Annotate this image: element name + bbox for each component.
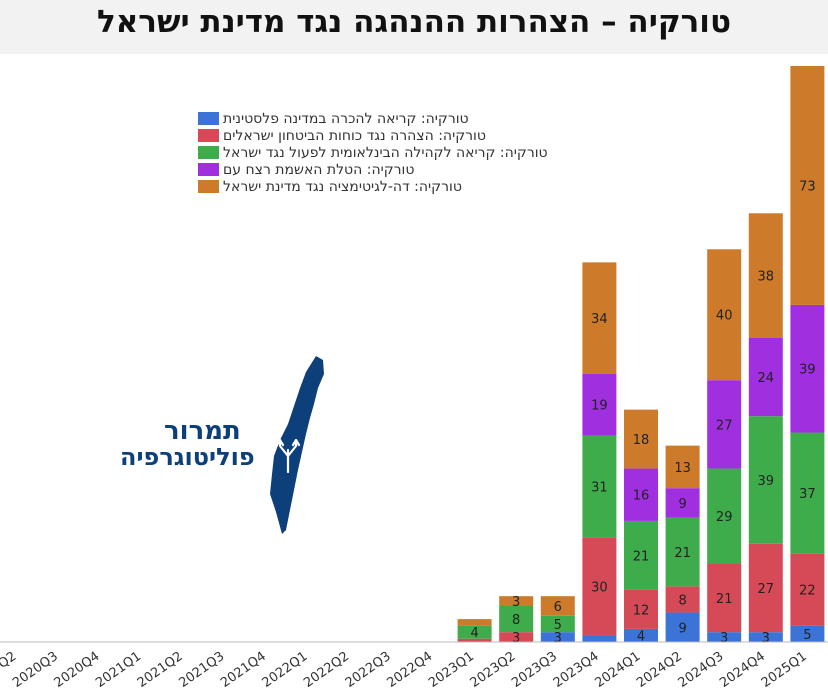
bar-segment bbox=[707, 380, 742, 469]
logo-text-line2: פוליטוגרפיה bbox=[120, 443, 255, 471]
bar-segment bbox=[665, 445, 700, 489]
bar-data-label: 12 bbox=[633, 603, 650, 618]
bar-data-label: 16 bbox=[633, 489, 650, 504]
bar-data-label: 37 bbox=[799, 487, 816, 502]
bar-segment bbox=[457, 638, 492, 642]
bar-segment bbox=[582, 435, 617, 538]
bar-segment bbox=[790, 625, 825, 642]
legend-swatch bbox=[198, 163, 219, 176]
logo-text-line1: תמרור bbox=[164, 416, 241, 446]
bar-segment bbox=[748, 632, 783, 642]
legend-item: טורקיה: קריאה להכרה במדינה פלסטינית bbox=[198, 110, 548, 127]
bar-segment bbox=[540, 615, 575, 633]
bar-segment bbox=[790, 66, 825, 305]
legend-label: טורקיה: הצהרה נגד כוחות הביטחון ישראלים bbox=[223, 127, 486, 144]
legend-swatch bbox=[198, 112, 219, 125]
chart-title: טורקיה – הצהרות ההנהגה נגד מדינת ישראל bbox=[96, 4, 732, 40]
legend-label: טורקיה: דה-לגיטימציה נגד מדינת ישראל bbox=[223, 178, 462, 195]
bar-data-label: 30 bbox=[591, 580, 608, 595]
bar-segment bbox=[540, 596, 575, 616]
bar-segment bbox=[790, 432, 825, 554]
bar-segment bbox=[790, 553, 825, 626]
legend-label: טורקיה: קריאה לקהילה הבינלאומית לפעול נג… bbox=[223, 144, 548, 161]
bar-segment bbox=[748, 543, 783, 633]
bar-segment bbox=[582, 262, 617, 374]
bar-segment bbox=[582, 537, 617, 636]
bar-data-label: 8 bbox=[512, 613, 520, 628]
bar-segment bbox=[665, 488, 700, 518]
bar-segment bbox=[624, 520, 658, 590]
bar-segment bbox=[665, 517, 700, 587]
bar-data-label: 4 bbox=[470, 626, 478, 641]
bar-segment bbox=[665, 612, 700, 642]
bar-data-label: 39 bbox=[758, 474, 775, 489]
bar-data-label: 3 bbox=[512, 595, 520, 610]
legend-label: טורקיה: הטלת האשמת רצח עם bbox=[223, 161, 415, 178]
legend-item: טורקיה: הטלת האשמת רצח עם bbox=[198, 161, 548, 178]
bar-segment bbox=[457, 619, 492, 626]
bar-data-label: 31 bbox=[591, 481, 608, 496]
bar-data-label: 19 bbox=[591, 399, 608, 414]
bar-data-label: 3 bbox=[720, 631, 728, 646]
bar-segment bbox=[499, 606, 534, 633]
title-bar bbox=[0, 0, 828, 54]
bar-data-label: 5 bbox=[554, 618, 562, 633]
bar-segment bbox=[624, 628, 658, 642]
bar-data-label: 34 bbox=[591, 312, 608, 327]
bar-data-label: 27 bbox=[716, 418, 733, 433]
bar-segment bbox=[582, 635, 617, 642]
bar-data-label: 39 bbox=[799, 363, 816, 378]
bar-data-label: 73 bbox=[799, 179, 816, 194]
bar-data-label: 21 bbox=[633, 549, 650, 564]
logo-map-icon bbox=[270, 356, 324, 534]
bar-data-label: 29 bbox=[716, 510, 733, 525]
legend-swatch bbox=[198, 180, 219, 193]
bar-segment bbox=[748, 337, 783, 417]
bar-data-label: 13 bbox=[674, 461, 691, 476]
bar-segment bbox=[707, 632, 742, 642]
bar-segment bbox=[707, 468, 742, 564]
legend-item: טורקיה: קריאה לקהילה הבינלאומית לפעול נג… bbox=[198, 144, 548, 161]
bar-segment bbox=[499, 632, 534, 642]
bar-data-label: 40 bbox=[716, 309, 733, 324]
bar-data-label: 21 bbox=[674, 546, 691, 561]
bar-segment bbox=[748, 213, 783, 338]
bar-segment bbox=[624, 589, 658, 629]
bar-segment bbox=[790, 304, 825, 433]
bar-data-label: 22 bbox=[799, 584, 816, 599]
bar-data-label: 4 bbox=[637, 629, 645, 644]
legend-item: טורקיה: דה-לגיטימציה נגד מדינת ישראל bbox=[198, 178, 548, 195]
bar-data-label: 3 bbox=[762, 631, 770, 646]
chart-legend: טורקיה: קריאה להכרה במדינה פלסטינית טורקי… bbox=[198, 110, 548, 195]
bar-data-label: 9 bbox=[678, 621, 686, 636]
bar-data-label: 24 bbox=[758, 371, 775, 386]
legend-item: טורקיה: הצהרה נגד כוחות הביטחון ישראלים bbox=[198, 127, 548, 144]
bar-segment bbox=[457, 625, 492, 639]
bar-segment bbox=[707, 249, 742, 381]
bar-segment bbox=[624, 409, 658, 469]
legend-swatch bbox=[198, 129, 219, 142]
bar-segment bbox=[582, 373, 617, 436]
bar-data-label: 21 bbox=[716, 592, 733, 607]
bar-segment bbox=[540, 632, 575, 642]
bar-segment bbox=[665, 586, 700, 613]
bar-segment bbox=[624, 468, 658, 521]
bar-data-label: 6 bbox=[554, 600, 562, 615]
legend-label: טורקיה: קריאה להכרה במדינה פלסטינית bbox=[223, 110, 469, 127]
bar-data-label: 8 bbox=[678, 593, 686, 608]
legend-swatch bbox=[198, 146, 219, 159]
bar-data-label: 27 bbox=[758, 582, 775, 597]
bar-data-label: 3 bbox=[512, 631, 520, 646]
bar-data-label: 5 bbox=[803, 628, 811, 643]
bar-data-label: 3 bbox=[554, 631, 562, 646]
bar-data-label: 38 bbox=[758, 269, 775, 284]
bar-data-label: 18 bbox=[633, 433, 650, 448]
bar-data-label: 9 bbox=[678, 497, 686, 512]
bar-segment bbox=[748, 416, 783, 544]
x-tick-label: 2025Q1 bbox=[759, 649, 810, 688]
bar-segment bbox=[499, 596, 534, 606]
stacked-bar-chart: 4 383356303119344122116189821913321292740… bbox=[0, 66, 828, 688]
bar-segment bbox=[707, 563, 742, 633]
